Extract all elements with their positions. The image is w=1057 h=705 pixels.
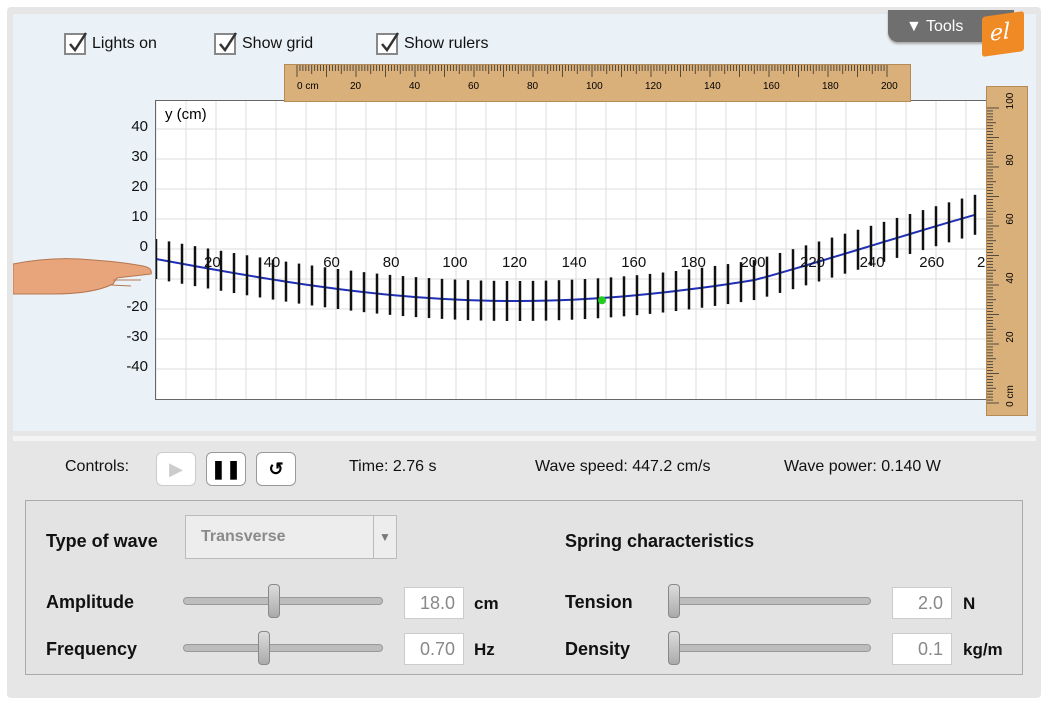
amplitude-field[interactable]: 18.0 — [404, 587, 464, 619]
horizontal-ruler[interactable]: 0 cm 20 40 60 80 100 120 140 160 180 200 — [284, 64, 911, 102]
ruler-label: 40 — [1005, 272, 1016, 284]
ruler-label: 40 — [409, 81, 421, 92]
x-tick-label: 80 — [382, 254, 400, 271]
parameters-panel — [25, 500, 1023, 675]
checkmark-icon — [64, 32, 88, 55]
ruler-label: 0 cm — [297, 81, 319, 92]
y-tick-label: 20 — [131, 178, 148, 195]
vertical-ruler-svg: 100 80 60 40 20 0 cm — [987, 92, 1016, 407]
y-tick-label: -20 — [126, 298, 148, 315]
time-readout: Time: 2.76 s — [349, 458, 437, 475]
density-field[interactable]: 0.1 — [892, 633, 952, 665]
tension-slider-track[interactable] — [668, 597, 871, 605]
checkmark-icon — [214, 32, 238, 55]
frequency-slider-thumb[interactable] — [258, 631, 271, 665]
vertical-ruler[interactable]: 100 80 60 40 20 0 cm — [986, 86, 1028, 416]
spring-characteristics-label: Spring characteristics — [565, 531, 755, 551]
divider — [13, 436, 1036, 441]
ruler-label: 100 — [1005, 92, 1016, 109]
density-slider-track[interactable] — [668, 644, 871, 652]
wave-type-value: Transverse — [201, 528, 286, 545]
show-rulers-checkbox[interactable]: Show rulers — [376, 30, 488, 58]
lights-on-checkbox[interactable]: Lights on — [64, 30, 157, 58]
reset-button[interactable]: ↺ — [256, 452, 296, 486]
amplitude-slider-thumb[interactable] — [267, 584, 280, 618]
marker-dot — [598, 296, 606, 305]
ruler-label: 140 — [704, 81, 721, 92]
tension-slider-thumb[interactable] — [668, 584, 680, 618]
density-unit: kg/m — [963, 640, 1003, 659]
horizontal-ruler-svg: 0 cm 20 40 60 80 100 120 140 160 180 200 — [296, 65, 898, 92]
wave-type-select[interactable]: Transverse ▼ — [185, 515, 397, 559]
x-tick-label: 220 — [800, 254, 826, 271]
amplitude-slider-track[interactable] — [183, 597, 383, 605]
wave-power-readout: Wave power: 0.140 W — [784, 458, 941, 475]
y-axis-unit: y (cm) — [165, 106, 207, 123]
y-tick-label: 40 — [131, 118, 148, 135]
amplitude-unit: cm — [474, 594, 499, 613]
frequency-field[interactable]: 0.70 — [404, 633, 464, 665]
frequency-slider-track[interactable] — [183, 644, 383, 652]
triangle-down-icon: ▼ — [906, 18, 922, 35]
tension-label: Tension — [565, 592, 633, 612]
x-tick-label: 40 — [263, 254, 281, 271]
hand-icon[interactable] — [12, 254, 158, 303]
y-tick-label: -30 — [126, 328, 148, 345]
ruler-label: 60 — [468, 81, 480, 92]
frequency-unit: Hz — [474, 640, 495, 659]
ruler-label: 0 cm — [1005, 385, 1016, 407]
show-rulers-label: Show rulers — [404, 35, 489, 52]
ruler-label: 60 — [1005, 213, 1016, 225]
ruler-label: 100 — [586, 81, 603, 92]
show-grid-checkbox[interactable]: Show grid — [214, 30, 313, 58]
ruler-label: 120 — [645, 81, 662, 92]
y-tick-label: 0 — [139, 238, 148, 255]
logo: el — [982, 11, 1024, 57]
density-slider-thumb[interactable] — [668, 631, 680, 665]
x-tick-label: 120 — [502, 254, 528, 271]
x-tick-label: 60 — [323, 254, 340, 271]
x-tick-label: 100 — [442, 254, 468, 271]
play-button[interactable]: ▶ — [156, 452, 196, 486]
x-tick-label: 2 — [977, 254, 986, 271]
x-tick-label: 180 — [680, 254, 706, 271]
pause-button[interactable]: ❚❚ — [206, 452, 246, 486]
ruler-label: 20 — [350, 81, 362, 92]
tension-unit: N — [963, 594, 976, 613]
wave-line — [155, 213, 976, 302]
y-tick-label: 10 — [131, 208, 148, 225]
ruler-label: 20 — [1005, 331, 1016, 343]
x-tick-label: 20 — [204, 254, 221, 271]
tension-field[interactable]: 2.0 — [892, 587, 952, 619]
wave-plot — [154, 98, 991, 400]
lights-on-label: Lights on — [92, 35, 157, 52]
reset-icon: ↺ — [268, 458, 284, 479]
y-tick-label: -40 — [126, 358, 148, 375]
density-label: Density — [565, 639, 631, 659]
frequency-label: Frequency — [46, 639, 138, 659]
type-of-wave-label: Type of wave — [46, 531, 158, 551]
x-tick-label: 160 — [621, 254, 647, 271]
wave-speed-readout: Wave speed: 447.2 cm/s — [535, 458, 711, 475]
play-icon: ▶ — [169, 458, 183, 479]
show-grid-label: Show grid — [242, 35, 314, 52]
ruler-label: 160 — [763, 81, 780, 92]
ruler-label: 80 — [527, 81, 539, 92]
controls-label: Controls: — [65, 458, 130, 475]
amplitude-label: Amplitude — [46, 592, 134, 612]
wave-plot-svg — [154, 98, 990, 399]
x-tick-label: 240 — [859, 254, 885, 271]
tools-label: Tools — [926, 18, 964, 35]
pause-icon: ❚❚ — [210, 458, 242, 479]
x-tick-label: 140 — [561, 254, 587, 271]
y-tick-label: 30 — [131, 148, 148, 165]
ruler-label: 200 — [881, 81, 898, 92]
ruler-label: 180 — [822, 81, 839, 92]
x-tick-label: 260 — [919, 254, 945, 271]
x-tick-label: 200 — [740, 254, 766, 271]
checkmark-icon — [376, 32, 400, 55]
chevron-down-icon: ▼ — [373, 516, 396, 558]
ruler-label: 80 — [1005, 154, 1016, 166]
